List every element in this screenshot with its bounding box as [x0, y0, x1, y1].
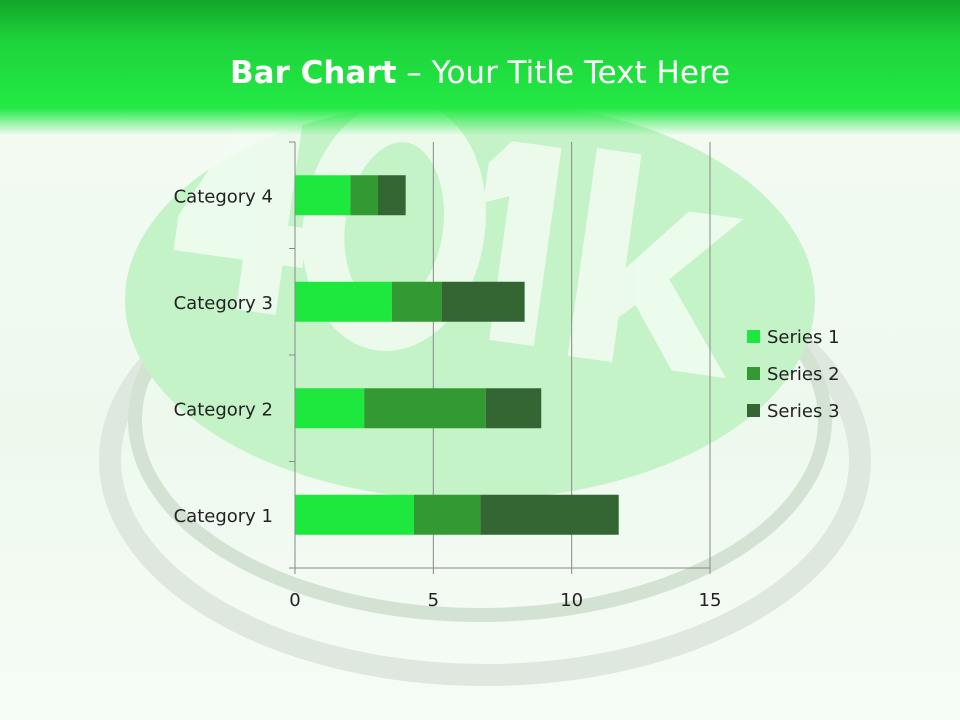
title-rest: – Your Title Text Here: [396, 55, 731, 91]
bar-series-2-category-2: [364, 388, 486, 429]
bar-series-2-category-1: [413, 494, 481, 535]
title-bold: Bar Chart: [229, 55, 397, 91]
legend-label: Series 1: [767, 327, 840, 348]
legend-swatch: [747, 404, 760, 417]
bar-series-3-category-4: [378, 175, 406, 216]
bar-series-2-category-3: [391, 281, 442, 322]
x-tick-label: 15: [699, 590, 722, 611]
x-tick-label: 10: [560, 590, 583, 611]
legend-label: Series 2: [767, 364, 840, 385]
x-tick-label: 5: [428, 590, 439, 611]
category-label: Category 3: [174, 293, 273, 314]
bar-series-1-category-4: [295, 175, 351, 216]
legend-label: Series 3: [767, 401, 840, 422]
bar-series-3-category-1: [480, 494, 619, 535]
bar-series-2-category-4: [350, 175, 378, 216]
legend-swatch: [747, 330, 760, 343]
bar-series-3-category-3: [441, 281, 525, 322]
bar-series-1-category-3: [295, 281, 392, 322]
bar-series-3-category-2: [485, 388, 542, 429]
x-tick-label: 0: [289, 590, 300, 611]
category-label: Category 4: [174, 186, 273, 207]
bar-series-1-category-2: [295, 388, 365, 429]
bar-series-1-category-1: [295, 494, 414, 535]
category-label: Category 2: [174, 399, 273, 420]
category-label: Category 1: [174, 506, 273, 527]
legend-swatch: [747, 367, 760, 380]
title-band: [0, 0, 960, 135]
slide-title: Bar Chart – Your Title Text Here: [0, 55, 960, 91]
